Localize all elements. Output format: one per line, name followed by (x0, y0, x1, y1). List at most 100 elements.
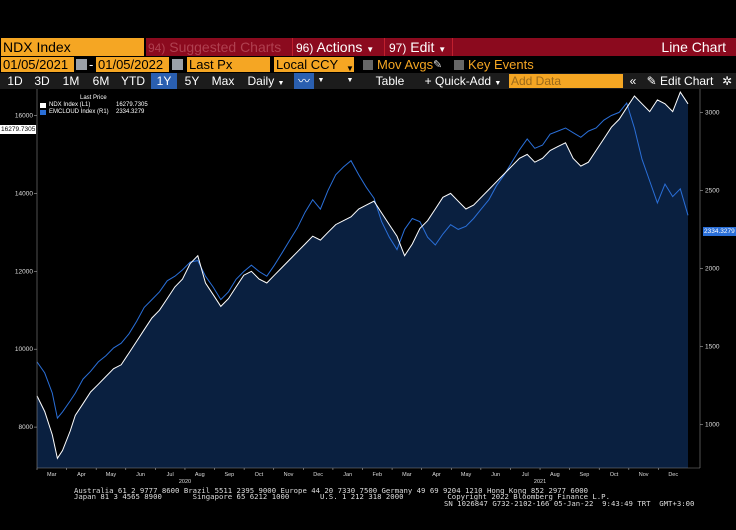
left-tick-label: 16000 (15, 112, 33, 119)
x-tick-label: Mar (47, 472, 57, 478)
footer-contacts-line1: Australia 61 2 9777 8600 Brazil 5511 239… (74, 486, 588, 495)
period-ytd[interactable]: YTD (121, 74, 145, 88)
right-tick-label: 1500 (705, 343, 720, 350)
menu-separator (384, 38, 385, 56)
edit-chart-label: Edit Chart (660, 74, 714, 88)
quick-add-button[interactable]: + Quick-Add ▼ (422, 73, 504, 89)
x-tick-label: Apr (432, 472, 441, 478)
last-value-tag-ndx: 16279.7305 (0, 125, 37, 134)
date-range-dash: - (89, 57, 94, 72)
x-tick-label: May (461, 472, 472, 478)
calendar-icon[interactable] (172, 59, 183, 70)
chevron-down-icon[interactable]: ▼ (317, 77, 325, 84)
right-tick-label: 2000 (705, 265, 720, 272)
area-fill-layer (37, 92, 688, 468)
x-tick-label: Nov (639, 472, 649, 478)
key-events-checkbox[interactable] (454, 60, 464, 70)
menu-bar: 94) Suggested Charts 96) Actions ▼ 97) E… (146, 38, 736, 56)
chevron-down-icon: ▼ (438, 45, 447, 54)
security-field[interactable]: NDX Index (1, 38, 144, 56)
actions-menu[interactable]: 96) Actions ▼ (296, 38, 374, 56)
price-field-select[interactable]: Last Px (187, 57, 270, 72)
pencil-icon[interactable]: ✎ (433, 59, 443, 71)
ndx-area-fill (37, 92, 688, 468)
period-1y[interactable]: 1Y (151, 73, 177, 89)
line-chart[interactable]: 8000 10000 12000 14000 16000 1000 1500 2000 2500… (0, 89, 736, 487)
x-tick-label: Aug (550, 472, 560, 478)
calendar-icon[interactable] (76, 59, 87, 70)
legend-header: Last Price (80, 95, 107, 101)
line-chart-icon[interactable]: 〰 (294, 73, 314, 89)
last-value-tag-emcloud: 2334.3279 (703, 227, 736, 236)
frequency-select[interactable]: Daily ▼ (243, 73, 289, 89)
legend-item-ndx[interactable]: NDX Index (L1) 16279.7305 (40, 102, 148, 109)
chevron-down-icon: ▼ (494, 80, 502, 87)
mov-avgs-label: Mov Avgs (377, 57, 434, 72)
legend-label: NDX Index (L1) (49, 102, 91, 108)
ndx-series-line (36, 91, 689, 460)
header-bar: NDX Index 94) Suggested Charts 96) Actio… (0, 38, 736, 57)
right-tick-label: 3000 (705, 109, 720, 116)
frequency-value: Daily (247, 74, 275, 88)
chevron-down-icon[interactable]: ▼ (346, 77, 354, 84)
legend-swatch (40, 103, 46, 108)
x-tick-label: Sep (224, 472, 234, 478)
chevron-down-icon: ▼ (346, 64, 354, 73)
mov-avgs-checkbox[interactable] (363, 60, 373, 70)
series-lines-layer (36, 91, 689, 460)
legend-label: EMCLOUD Index (R1) (49, 109, 109, 115)
x-tick-label: Jun (136, 472, 145, 478)
legend-item-emcloud[interactable]: EMCLOUD Index (R1) 2334.3279 (40, 109, 144, 116)
right-tick-label: 2500 (705, 187, 720, 194)
x-tick-label: Jul (522, 472, 529, 478)
start-date-field[interactable]: 01/05/2021 (1, 57, 74, 72)
x-tick-label: Aug (195, 472, 205, 478)
gear-icon[interactable]: ✲ (721, 74, 733, 88)
x-tick-label: Sep (580, 472, 590, 478)
date-range-bar: 01/05/2021 - 01/05/2022 Last Px Local CC… (0, 57, 736, 73)
pencil-icon: ✎ (646, 74, 657, 88)
period-3d[interactable]: 3D (34, 74, 50, 88)
footer: Australia 61 2 9777 8600 Brazil 5511 239… (0, 487, 736, 511)
period-5y[interactable]: 5Y (184, 74, 200, 88)
chart-type-title: Line Chart (661, 39, 726, 55)
edit-chart-button[interactable]: ✎ Edit Chart (644, 73, 716, 89)
legend-value: 2334.3279 (116, 109, 145, 115)
menu-separator (452, 38, 453, 56)
collapse-icon[interactable]: « (629, 74, 637, 88)
edit-menu[interactable]: 97) Edit ▼ (389, 38, 446, 56)
right-tick-label: 1000 (705, 421, 720, 428)
left-tick-label: 12000 (15, 268, 33, 275)
suggested-charts-label: Suggested Charts (169, 39, 282, 55)
x-tick-label: Jun (491, 472, 500, 478)
x-tick-label: Oct (255, 472, 264, 478)
currency-select[interactable]: Local CCY ▼ (274, 57, 354, 73)
legend-swatch (40, 110, 46, 115)
emcloud-series-line (36, 101, 689, 420)
x-tick-label: May (106, 472, 117, 478)
x-tick-label: Jul (167, 472, 174, 478)
period-1m[interactable]: 1M (62, 74, 80, 88)
menu-separator (292, 38, 293, 56)
legend-value: 16279.7305 (116, 102, 148, 108)
edit-number: 97) (389, 41, 407, 55)
suggested-charts-menu[interactable]: 94) Suggested Charts (148, 38, 281, 56)
period-max[interactable]: Max (211, 74, 235, 88)
table-button[interactable]: Table (375, 74, 405, 88)
currency-value: Local CCY (276, 57, 339, 72)
edit-label: Edit (410, 39, 435, 55)
chevron-down-icon: ▼ (366, 45, 375, 54)
end-date-field[interactable]: 01/05/2022 (96, 57, 169, 72)
suggested-charts-number: 94) (148, 41, 166, 55)
x-tick-label: Nov (284, 472, 294, 478)
left-tick-label: 8000 (19, 424, 34, 431)
period-1d[interactable]: 1D (7, 74, 23, 88)
add-data-input[interactable]: Add Data (509, 74, 623, 88)
quick-add-label: + Quick-Add (424, 74, 492, 88)
axes-layer: 8000 10000 12000 14000 16000 1000 1500 2000 2500… (15, 89, 720, 485)
toolbar: 1D 3D 1M 6M YTD 1Y 5Y Max Daily ▼ 〰 ▼ ▼ … (0, 73, 736, 89)
period-6m[interactable]: 6M (92, 74, 110, 88)
left-tick-label: 14000 (15, 190, 33, 197)
x-tick-label: Feb (373, 472, 382, 478)
actions-number: 96) (296, 41, 314, 55)
